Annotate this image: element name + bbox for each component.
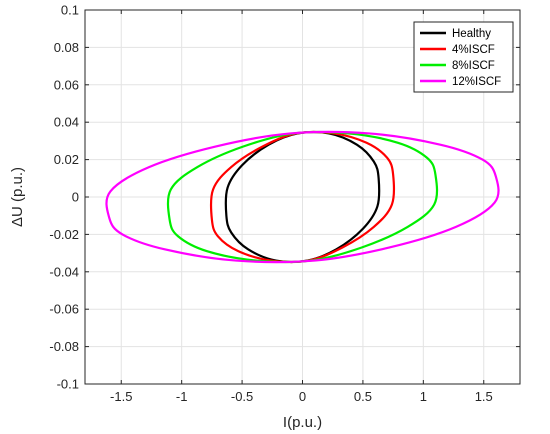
- y-tick-label: 0.08: [54, 40, 79, 55]
- x-axis-label: I(p.u.): [283, 414, 322, 431]
- legend-label-12-iscf: 12%ISCF: [452, 76, 501, 88]
- series-line-healthy: [224, 130, 381, 264]
- series-line-8-iscf: [166, 130, 439, 264]
- x-tick-label: 0: [299, 389, 306, 404]
- x-tick-label: -1: [176, 389, 188, 404]
- y-axis-label: ΔU (p.u.): [9, 167, 26, 227]
- y-tick-label: 0: [72, 190, 79, 205]
- x-tick-label: 1: [420, 389, 427, 404]
- series-line-4-iscf: [209, 130, 396, 264]
- y-tick-label: 0.04: [54, 115, 79, 130]
- x-tick-label: -0.5: [231, 389, 253, 404]
- x-tick-label: -1.5: [110, 389, 132, 404]
- y-tick-label: -0.1: [57, 377, 79, 392]
- legend: Healthy 4%ISCF 8%ISCF 12%ISCF: [413, 21, 514, 93]
- legend-label-8-iscf: 8%ISCF: [452, 60, 495, 72]
- x-tick-label: 1.5: [475, 389, 493, 404]
- y-tick-label: 0.06: [54, 77, 79, 92]
- y-tick-label: -0.04: [49, 264, 79, 279]
- y-tick-label: -0.08: [49, 339, 79, 354]
- tick-layer: -1.5 -1 -0.5 0 0.5 1 1.5 -0.1 -0.08 -0.06 -0.04 -0.…: [49, 3, 520, 404]
- y-tick-label: 0.1: [61, 3, 79, 18]
- series-layer: [105, 130, 500, 264]
- y-tick-label: -0.02: [49, 227, 79, 242]
- legend-label-healthy: Healthy: [452, 28, 491, 40]
- legend-label-4-iscf: 4%ISCF: [452, 44, 495, 56]
- y-tick-label: -0.06: [49, 302, 79, 317]
- series-line-12-iscf: [105, 130, 500, 264]
- x-tick-label: 0.5: [354, 389, 372, 404]
- y-tick-label: 0.02: [54, 152, 79, 167]
